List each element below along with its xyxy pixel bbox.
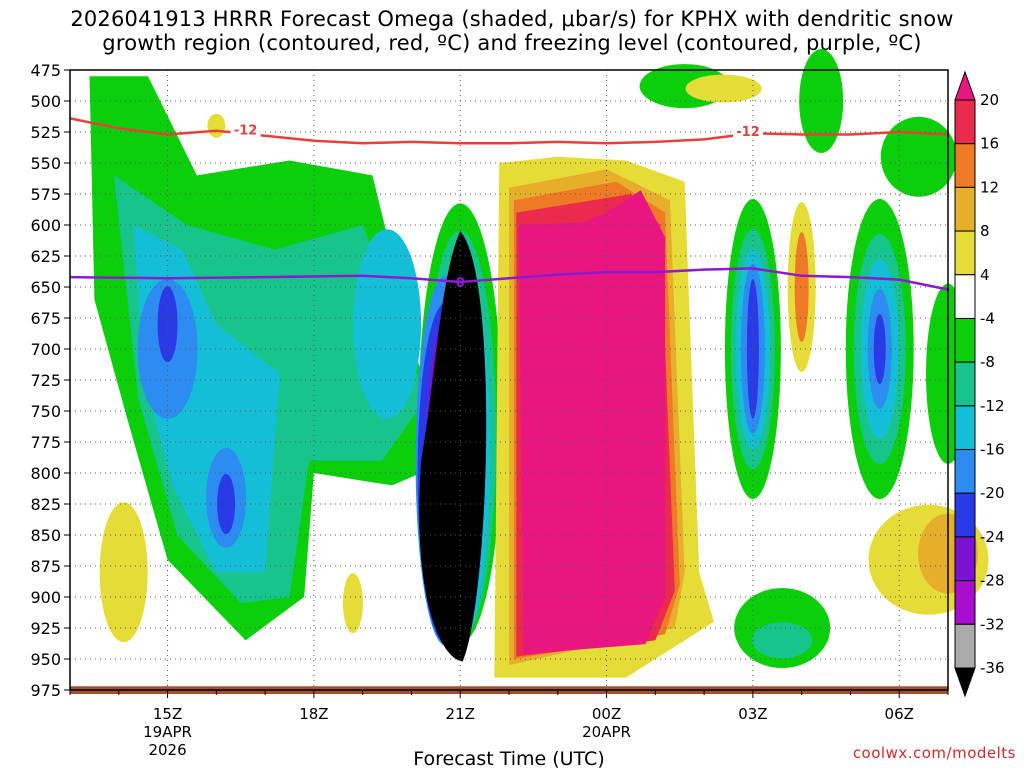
y-tick-label: 825: [30, 495, 61, 514]
x-tick-date-label: 19APR: [143, 723, 192, 741]
x-tick-label: 18Z: [299, 705, 328, 723]
x-tick-label: 15Z: [153, 705, 182, 723]
y-tick-label: 850: [30, 526, 61, 545]
colorbar-swatch: [954, 536, 976, 582]
contour-lines: -12 -12 0: [69, 117, 949, 291]
chart-title-line-1: 2026041913 HRRR Forecast Omega (shaded, …: [70, 7, 954, 31]
y-tick-label: 750: [30, 402, 61, 421]
colorbar-label: 4: [980, 266, 990, 284]
omega-region-minus12-mid: [353, 229, 422, 420]
dgz-contour-label: -12: [736, 125, 760, 140]
colorbar-swatch: [954, 492, 976, 538]
y-tick-label: 575: [30, 185, 61, 204]
y-tick-label: 725: [30, 371, 61, 390]
y-tick-label: 950: [30, 650, 61, 669]
omega-region-minus20-lower: [217, 474, 236, 534]
colorbar-label: -4: [980, 309, 995, 327]
y-tick-label: 525: [30, 123, 61, 142]
y-tick-label: 675: [30, 309, 61, 328]
dgz-label-background: [230, 120, 261, 137]
x-tick-label: 00Z: [592, 705, 621, 723]
colorbar-min-arrow: [954, 667, 976, 698]
y-tick-label: 800: [30, 464, 61, 483]
ascent-core-minus36: [419, 231, 487, 662]
colorbar-label: -24: [980, 528, 1005, 546]
colorbar-label: 16: [980, 135, 999, 153]
dgz-label-background: [733, 121, 764, 138]
colorbar: 20 16 12 8 4 -4 -8 -12 -16 -20 -24 -28 -32 -36: [954, 70, 1005, 698]
patch-left-yellow: [99, 502, 148, 643]
colorbar-label: -28: [980, 572, 1005, 590]
colorbar-max-arrow: [954, 70, 976, 101]
colorbar-swatch: [954, 274, 976, 319]
descent-right-plus12: [794, 232, 809, 342]
colorbar-swatch: [954, 361, 976, 407]
y-tick-label: 875: [30, 557, 61, 576]
patch-mid-yellow: [342, 573, 363, 634]
colorbar-swatch: [954, 186, 976, 232]
y-tick-label: 500: [30, 92, 61, 111]
ascent-right2-minus20: [873, 314, 886, 384]
y-tick-label: 625: [30, 247, 61, 266]
dgz-contour-label: -12: [234, 124, 258, 139]
colorbar-label: -12: [980, 397, 1005, 415]
freezing-level-line: [69, 267, 949, 291]
colorbar-swatch: [954, 143, 976, 188]
y-tick-label: 925: [30, 619, 61, 638]
patch-lower-teal: [752, 622, 813, 659]
x-tick-label: 21Z: [446, 705, 475, 723]
chart-grid: [70, 69, 948, 691]
colorbar-swatch: [954, 317, 976, 363]
omega-region-minus20: [157, 286, 178, 363]
colorbar-label: -16: [980, 441, 1005, 459]
y-tick-label: 900: [30, 588, 61, 607]
colorbar-label: -8: [980, 353, 995, 371]
descent-core-plus20: [518, 190, 666, 655]
ascent-right1-minus20: [746, 279, 759, 419]
chart-axes: 475 500 525 550 575 600 625 650 675 700 725 750 775 8…: [30, 61, 949, 768]
patch-upper-green-2: [799, 49, 844, 153]
colorbar-swatch: [954, 623, 976, 669]
y-tick-label: 475: [30, 61, 61, 80]
x-tick-year-label: 2026: [148, 741, 186, 759]
colorbar-label: -32: [980, 615, 1005, 633]
colorbar-swatch: [954, 405, 976, 451]
y-tick-label: 975: [30, 681, 61, 700]
patch-upper-yellow: [685, 74, 762, 103]
freezing-level-label: 0: [456, 276, 465, 291]
x-tick-date-label: 20APR: [582, 723, 631, 741]
colorbar-swatch: [954, 580, 976, 625]
y-tick-label: 650: [30, 278, 61, 297]
x-tick-label: 03Z: [738, 705, 767, 723]
y-tick-label: 700: [30, 340, 61, 359]
credit-text: coolwx.com/modelts: [852, 744, 1016, 762]
patch-right-green: [880, 116, 957, 197]
colorbar-swatch: [954, 99, 976, 145]
x-axis-title: Forecast Time (UTC): [413, 748, 604, 768]
dgz-contour-line: [69, 117, 949, 145]
y-tick-label: 550: [30, 154, 61, 173]
x-tick-label: 06Z: [885, 705, 914, 723]
colorbar-label: 12: [980, 178, 999, 196]
colorbar-label: 20: [980, 91, 999, 109]
y-tick-label: 775: [30, 433, 61, 452]
chart-title-line-2: growth region (contoured, red, ºC) and f…: [102, 31, 922, 55]
colorbar-swatch: [954, 230, 976, 276]
patch-small-yellow: [207, 113, 226, 138]
colorbar-label: 8: [980, 222, 990, 240]
colorbar-label: -20: [980, 484, 1005, 502]
y-tick-label: 600: [30, 216, 61, 235]
colorbar-swatch: [954, 449, 976, 494]
colorbar-label: -36: [980, 659, 1005, 677]
